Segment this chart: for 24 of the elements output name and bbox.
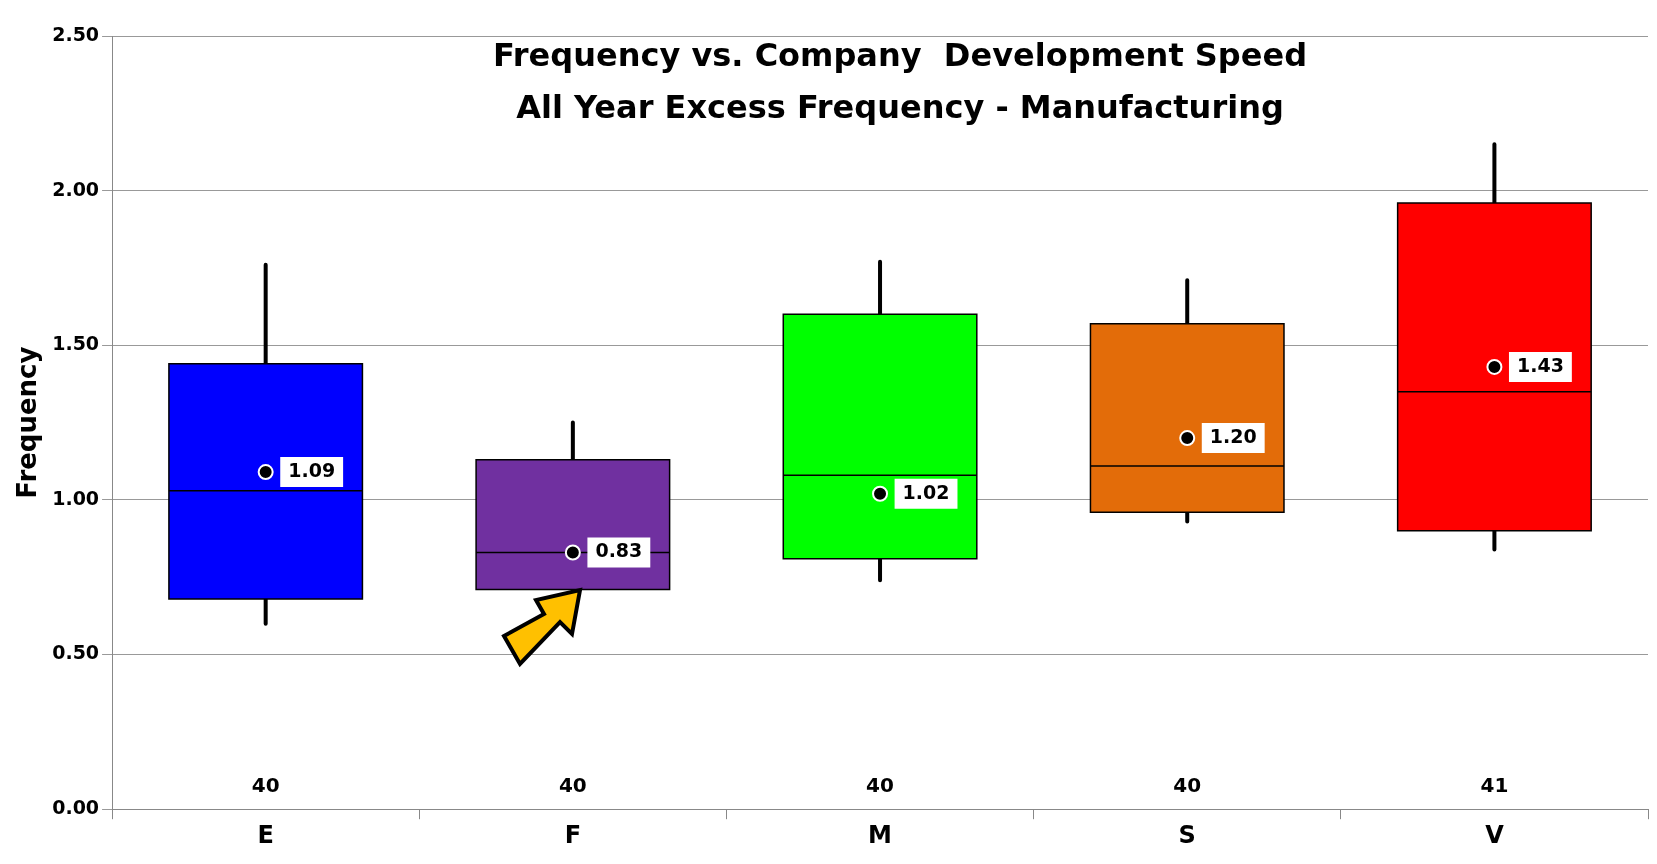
annotation: 40 (1173, 773, 1202, 798)
y-tick-label: 2.50 (52, 22, 100, 45)
text: 1.09 (288, 459, 336, 482)
text: 1.43 (1516, 353, 1564, 376)
x-tick-label: V (1485, 820, 1505, 849)
y-axis-title: Frequency (12, 346, 43, 499)
y-tick-label: 0.50 (52, 641, 100, 664)
text: 0.83 (595, 539, 643, 562)
annotation: 40 (866, 773, 894, 798)
x-tick-label: E (257, 820, 274, 849)
text: All Year Excess Frequency - Manufacturing (516, 88, 1284, 127)
chart-title: Frequency vs. Company Development Speed (492, 36, 1308, 75)
y-tick-label: 1.00 (52, 486, 100, 509)
y-tick-label: 0.00 (52, 796, 100, 819)
y-tick-label: 1.50 (52, 332, 100, 355)
y-tick-label: 2.00 (52, 177, 100, 200)
x-tick-label: F (564, 820, 582, 849)
x-tick-label: S (1178, 820, 1196, 849)
annotation: 40 (558, 773, 587, 798)
text: 1.20 (1209, 425, 1257, 447)
x-tick-label: M (868, 820, 892, 849)
text: 1.02 (902, 480, 950, 503)
annotation: 41 (1480, 773, 1509, 798)
annotation: 40 (251, 773, 280, 798)
